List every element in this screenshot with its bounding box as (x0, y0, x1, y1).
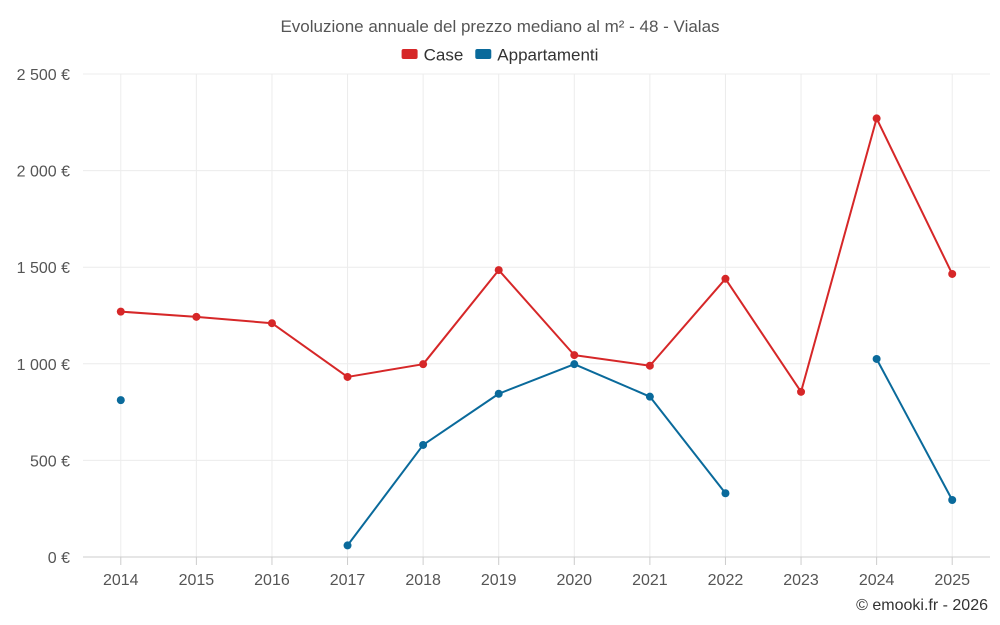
data-point-case-2025[interactable] (948, 269, 957, 278)
series-line (120, 117, 954, 393)
x-tick-label: 2023 (783, 572, 819, 589)
data-point-appartamenti-2024[interactable] (872, 354, 881, 363)
credit-text: © emooki.fr - 2026 (856, 597, 988, 614)
data-point-case-2014[interactable] (116, 307, 125, 316)
data-point-appartamenti-2014[interactable] (116, 396, 125, 405)
x-tick-label: 2018 (405, 572, 441, 589)
x-tick-label: 2015 (179, 572, 215, 589)
data-point-appartamenti-2017[interactable] (343, 541, 352, 550)
data-point-case-2018[interactable] (419, 360, 428, 369)
x-tick-label: 2016 (254, 572, 290, 589)
data-point-appartamenti-2021[interactable] (645, 392, 654, 401)
legend-item-appartamenti[interactable]: Appartamenti (475, 45, 598, 64)
series-case (116, 114, 957, 396)
x-tick-label: 2022 (708, 572, 744, 589)
axes: 0 € 500 € 1 000 € 1 500 € 2 000 € 2 500 € 2014… (17, 67, 990, 589)
data-point-case-2022[interactable] (721, 274, 730, 283)
legend-swatch (475, 49, 492, 59)
x-tick-label: 2019 (481, 572, 517, 589)
x-tick-label: 2021 (632, 572, 668, 589)
data-point-case-2024[interactable] (872, 114, 881, 123)
series-line (346, 363, 727, 547)
data-point-case-2021[interactable] (645, 361, 654, 370)
legend: Case Appartamenti (401, 45, 598, 64)
data-point-appartamenti-2022[interactable] (721, 489, 730, 498)
legend-label: Case (424, 45, 464, 64)
data-point-appartamenti-2018[interactable] (419, 440, 428, 449)
series-line (875, 358, 954, 501)
series-appartamenti (116, 354, 957, 550)
legend-label: Appartamenti (497, 45, 598, 64)
x-tick-label: 2024 (859, 572, 895, 589)
data-point-case-2015[interactable] (192, 312, 201, 321)
x-tick-label: 2014 (103, 572, 139, 589)
y-tick-label: 0 € (48, 550, 70, 567)
data-point-appartamenti-2019[interactable] (494, 389, 503, 398)
legend-swatch (401, 49, 418, 59)
data-point-appartamenti-2025[interactable] (948, 496, 957, 505)
y-tick-label: 2 500 € (17, 67, 70, 84)
chart-title: Evoluzione annuale del prezzo mediano al… (280, 17, 719, 36)
series-layer (116, 114, 957, 550)
data-point-case-2017[interactable] (343, 372, 352, 381)
data-point-case-2023[interactable] (797, 387, 806, 396)
grid (83, 73, 990, 557)
legend-item-case[interactable]: Case (401, 45, 464, 64)
x-tick-label: 2020 (556, 572, 592, 589)
data-point-case-2019[interactable] (494, 266, 503, 275)
y-tick-label: 2 000 € (17, 164, 70, 181)
data-point-case-2020[interactable] (570, 351, 579, 360)
data-point-appartamenti-2020[interactable] (570, 360, 579, 369)
y-tick-label: 1 000 € (17, 357, 70, 374)
x-tick-label: 2017 (330, 572, 366, 589)
x-tick-label: 2025 (934, 572, 970, 589)
data-point-case-2016[interactable] (267, 319, 276, 328)
y-tick-label: 500 € (30, 453, 70, 470)
y-tick-label: 1 500 € (17, 260, 70, 277)
